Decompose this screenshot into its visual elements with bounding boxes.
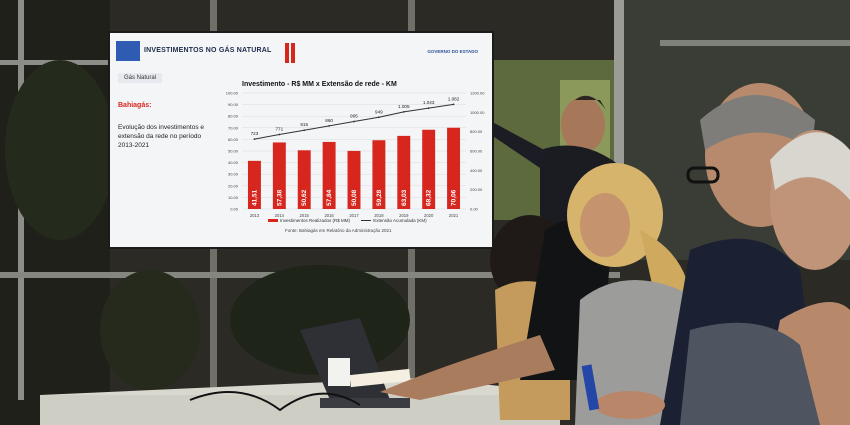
x-tick-label: 2015 [300,213,310,218]
right-tick-label: 1000.00 [470,110,485,115]
line-value-label: 1.082 [448,96,460,101]
left-tick-label: 30.00 [228,172,239,177]
chart-source: Fonte: Bahiagás em Relatório da Administ… [285,228,392,233]
x-tick-label: 2021 [449,213,459,218]
bar [422,129,436,209]
right-tick-label: 400.00 [470,168,483,173]
bar [247,160,261,209]
bar-value-label: 57,84 [326,189,333,206]
line-point [377,116,380,119]
left-tick-label: 90.00 [228,102,239,107]
line-value-label: 860 [325,118,333,123]
line-value-label: 1.043 [423,100,435,105]
line-value-label: 723 [251,131,259,136]
chart: 100.00 90.00 80.00 70.00 60.00 50.00 40.00 30.0… [226,91,485,219]
chart-title: Investimento - R$ MM x Extensão de rede … [242,81,397,88]
side-description: Evolução dos investimentos e extensão da… [118,124,204,149]
right-tick-label: 1200.00 [470,91,485,96]
x-tick-label: 2013 [250,213,260,218]
line-point [353,120,355,123]
bar [322,141,336,209]
right-tick-label: 200.00 [470,187,483,192]
left-tick-label: 0.00 [230,207,239,212]
bar [297,150,311,209]
left-tick-label: 80.00 [228,114,239,119]
gov-logo-text: GOVERNO DO ESTADO [427,49,478,54]
brand-bar-icon [285,43,289,63]
left-tick-label: 10.00 [228,195,239,200]
bar-value-label: 68,32 [426,189,433,206]
bar-value-label: 57,38 [276,189,283,206]
section-tag: Gás Natural [118,73,163,83]
bar [397,135,411,209]
line-point [278,133,281,136]
line-value-label: 815 [300,122,308,127]
bar-value-label: 70,06 [451,189,458,206]
slide-header-title: INVESTIMENTOS NO GÁS NATURAL [144,47,272,54]
line-value-label: 771 [275,126,283,131]
line-point [328,124,331,127]
left-tick-label: 40.00 [228,160,239,165]
left-tick-label: 20.00 [228,183,239,188]
left-tick-label: 70.00 [228,125,239,130]
line-point [303,129,306,132]
legend-bar-label: Investimentos Realizados (R$ MM) [280,218,351,223]
left-tick-label: 100.00 [226,91,239,96]
x-tick-label: 2019 [399,213,409,218]
flag-icon [116,41,140,61]
bar-value-label: 59,28 [376,189,383,206]
bar-value-label: 63,03 [401,189,408,206]
bar-value-label: 41,51 [251,189,258,206]
bar-value-label: 50,08 [351,189,358,206]
chart-legend: Investimentos Realizados (R$ MM) Extensã… [268,218,427,223]
x-tick-label: 2018 [374,213,384,218]
bar [347,150,361,209]
line-point [452,103,455,106]
line-value-label: 905 [350,114,358,119]
x-tick-label: 2020 [424,213,434,218]
line-value-label: 1.005 [398,104,410,109]
legend-line-swatch [361,220,372,222]
side-title: Bahiagás: [118,102,152,109]
line-point [402,110,405,113]
bar [372,140,386,209]
legend-line-label: Extensão Acumulada (KM) [373,218,427,223]
presentation-screen: INVESTIMENTOS NO GÁS NATURAL GOVERNO DO … [108,31,494,249]
legend-bar-swatch [268,219,278,223]
x-tick-label: 2017 [349,213,359,218]
right-tick-label: 800.00 [470,129,483,134]
left-tick-label: 60.00 [228,137,239,142]
line-point [253,138,256,141]
brand-bar-icon [291,43,295,63]
right-tick-label: 600.00 [470,149,483,154]
bar-value-label: 50,62 [301,189,308,206]
x-tick-label: 2016 [324,213,334,218]
right-tick-label: 0.00 [470,207,479,212]
line-point [427,107,430,110]
left-tick-label: 50.00 [228,149,239,154]
line-value-label: 949 [375,109,383,114]
bar [447,127,461,209]
bar [272,142,286,209]
x-tick-label: 2014 [275,213,285,218]
